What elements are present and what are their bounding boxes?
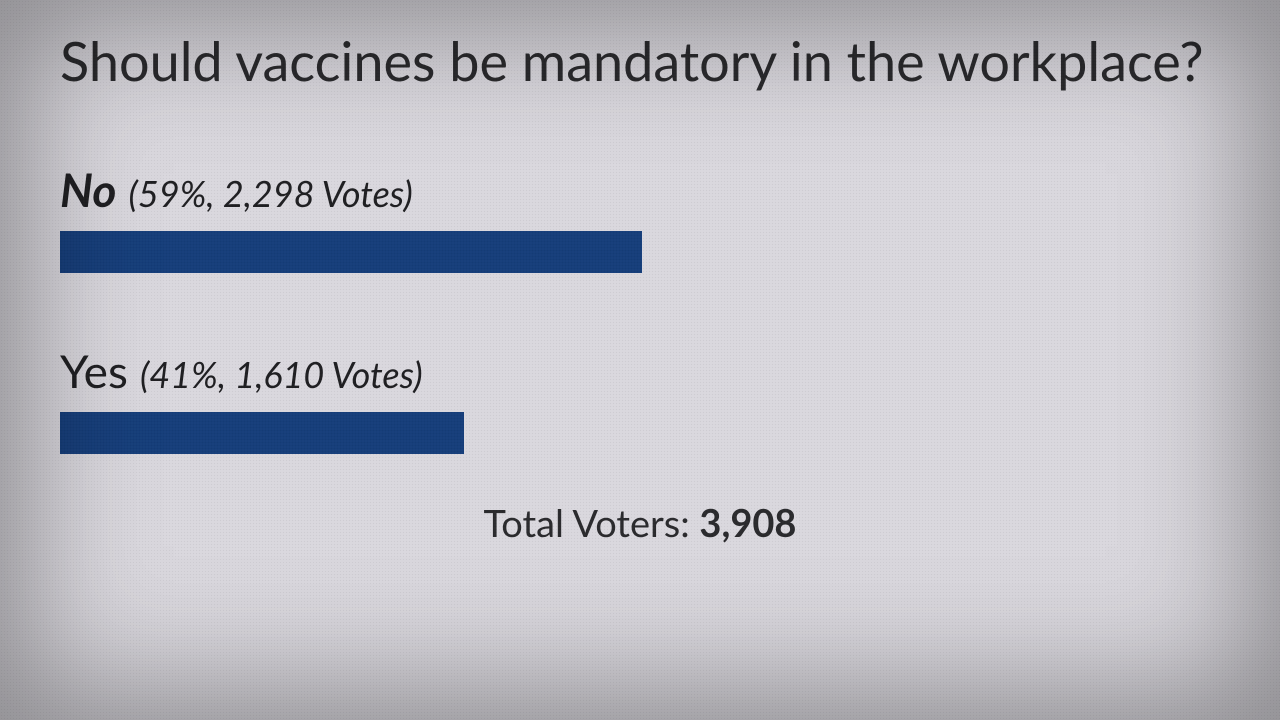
option-answer: Yes <box>60 343 128 398</box>
option-answer: No <box>60 162 116 217</box>
poll-option-yes: Yes (41%, 1,610 Votes) <box>60 343 1220 454</box>
option-detail: (41%, 1,610 Votes) <box>132 352 423 396</box>
total-label: Total Voters: <box>484 500 700 546</box>
total-value: 3,908 <box>699 500 796 546</box>
option-detail: (59%, 2,298 Votes) <box>121 171 413 215</box>
option-label-row: Yes (41%, 1,610 Votes) <box>60 343 1220 398</box>
result-bar <box>60 412 464 454</box>
result-bar <box>60 231 642 273</box>
total-voters: Total Voters: 3,908 <box>60 500 1220 546</box>
bar-track <box>60 231 1220 273</box>
poll-results: Should vaccines be mandatory in the work… <box>0 0 1280 546</box>
poll-question: Should vaccines be mandatory in the work… <box>60 30 1220 92</box>
poll-option-no: No (59%, 2,298 Votes) <box>60 162 1220 273</box>
option-label-row: No (59%, 2,298 Votes) <box>60 162 1220 217</box>
bar-track <box>60 412 1220 454</box>
